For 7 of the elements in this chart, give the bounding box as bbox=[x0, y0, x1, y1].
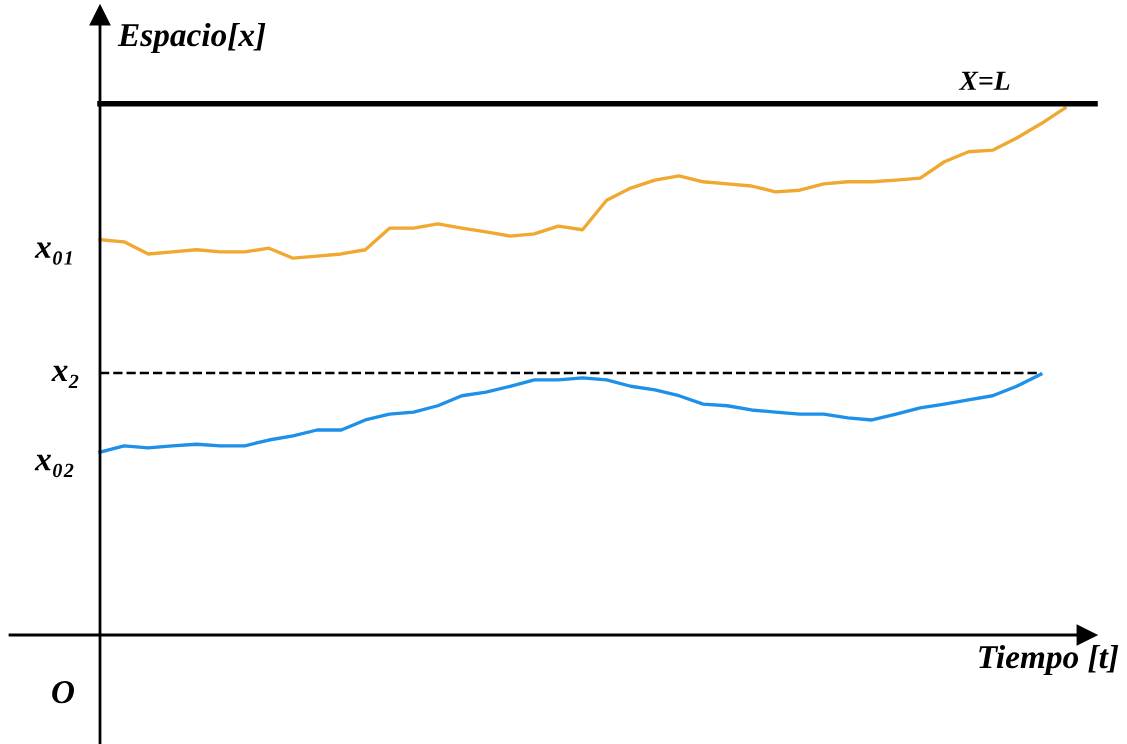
ref-line-label: X=L bbox=[958, 71, 1010, 90]
text: O bbox=[52, 680, 75, 704]
text: x₀₂ bbox=[34, 454, 74, 478]
text: x₀₁ bbox=[34, 242, 72, 265]
x-axis-title: Tiempo [t] bbox=[979, 644, 1119, 676]
ref-line-label: x₂ bbox=[51, 365, 79, 388]
y-axis-title: Espacio[x] bbox=[117, 22, 266, 54]
